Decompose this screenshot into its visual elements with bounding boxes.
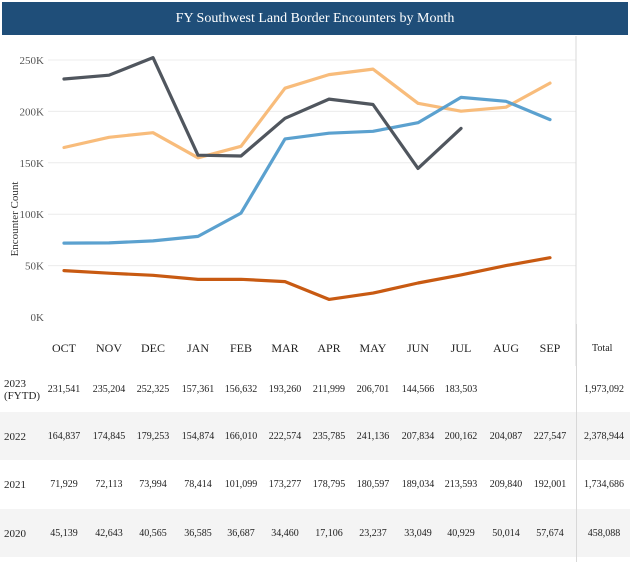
row-label: 2021 [4, 479, 26, 491]
table-cell: 178,795 [312, 479, 346, 490]
series-line-2020 [62, 256, 552, 301]
table-cell: 17,106 [315, 528, 343, 539]
x-tick-label: APR [317, 341, 340, 355]
table-cell: 235,785 [312, 431, 346, 442]
y-axis-label: Encounter Count [9, 182, 21, 257]
table-cell: 173,277 [268, 479, 302, 490]
row-label-line: 2021 [4, 479, 26, 491]
table-cell: 36,687 [227, 528, 255, 539]
y-tick-label: 50K [25, 261, 44, 273]
x-tick-labels: OCT NOV DEC JAN FEB MAR APR MAY JUN JUL AUG SEP [52, 341, 561, 355]
x-tick-label: NOV [96, 341, 122, 355]
table-cell: 192,001 [533, 479, 567, 490]
table-cell: 174,845 [92, 431, 126, 442]
total-column-divider [576, 324, 577, 562]
table-cell: 235,204 [92, 384, 126, 395]
row-label: 2020 [4, 528, 26, 540]
table-cell: 78,414 [184, 479, 212, 490]
row-band [0, 412, 630, 460]
table-cell: 34,460 [271, 528, 299, 539]
table-cell: 193,260 [268, 384, 302, 395]
x-tick-label: OCT [52, 341, 77, 355]
row-label: 2023 (FYTD) [4, 378, 40, 402]
series-lines [62, 56, 552, 301]
x-tick-label: JUN [407, 341, 429, 355]
series-line-2021 [62, 95, 552, 245]
total-column-header: Total [592, 343, 613, 354]
table-cell: 241,136 [356, 431, 390, 442]
x-tick-label: AUG [493, 341, 519, 355]
row-label-line: 2023 [4, 378, 26, 390]
gridlines [48, 36, 577, 366]
table-cell: 50,014 [492, 528, 520, 539]
table-cell: 72,113 [95, 479, 123, 490]
table-cell: 204,087 [489, 431, 523, 442]
x-tick-label: FEB [230, 341, 252, 355]
row-total: 458,088 [587, 528, 621, 539]
table-cell: 222,574 [268, 431, 302, 442]
table-cell: 179,253 [136, 431, 170, 442]
x-tick-label: DEC [141, 341, 165, 355]
chart-title: FY Southwest Land Border Encounters by M… [2, 2, 628, 35]
y-tick-label: 250K [20, 55, 45, 67]
y-tick-label: 200K [20, 106, 45, 118]
row-total: 1,734,686 [584, 479, 624, 490]
row-label-line: 2020 [4, 528, 26, 540]
row-label-line: (FYTD) [4, 390, 41, 402]
table-cell: 252,325 [136, 384, 170, 395]
series-line-2023 [62, 56, 463, 170]
y-tick-labels: 0K 50K 100K 150K 200K 250K [20, 55, 45, 324]
y-tick-label: 0K [31, 312, 45, 324]
table-cell: 40,929 [447, 528, 475, 539]
table-cell: 183,503 [444, 384, 478, 395]
row-label-line: 2022 [4, 431, 26, 443]
table-cell: 164,837 [47, 431, 81, 442]
row-band [0, 509, 630, 557]
table-cell: 57,674 [536, 528, 564, 539]
table-cell: 36,585 [184, 528, 212, 539]
table-cell: 213,593 [444, 479, 478, 490]
y-tick-label: 150K [20, 158, 45, 170]
table-cell: 209,840 [489, 479, 523, 490]
line-chart: 0K 50K 100K 150K 200K 250K Encounter Count OC… [9, 36, 577, 366]
table-cell: 144,566 [401, 384, 435, 395]
table-cell: 154,874 [181, 431, 215, 442]
row-total: 2,378,944 [584, 431, 624, 442]
table-cell: 101,099 [224, 479, 258, 490]
table-cell: 211,999 [312, 384, 346, 395]
table-cell: 189,034 [401, 479, 435, 490]
table-cell: 231,541 [47, 384, 81, 395]
row-total: 1,973,092 [584, 384, 624, 395]
x-tick-label: JAN [187, 341, 209, 355]
table-cell: 227,547 [533, 431, 567, 442]
table-cell: 157,361 [181, 384, 215, 395]
x-tick-label: SEP [540, 341, 561, 355]
table-cell: 73,994 [139, 479, 167, 490]
y-tick-label: 100K [20, 209, 45, 221]
table-cell: 166,010 [224, 431, 258, 442]
table-cell: 23,237 [359, 528, 387, 539]
table-cell: 207,834 [401, 431, 435, 442]
table-cell: 42,643 [95, 528, 123, 539]
row-label: 2022 [4, 431, 26, 443]
table-cell: 206,701 [356, 384, 390, 395]
table-cell: 40,565 [139, 528, 167, 539]
table-cell: 45,139 [50, 528, 78, 539]
table-cell: 180,597 [356, 479, 390, 490]
series-line-2022 [62, 67, 552, 160]
x-tick-label: MAR [271, 341, 298, 355]
table-cell: 71,929 [50, 479, 78, 490]
x-tick-label: MAY [360, 341, 387, 355]
table-cell: 33,049 [404, 528, 432, 539]
table-cell: 156,632 [224, 384, 258, 395]
x-tick-label: JUL [451, 341, 472, 355]
table-cell: 200,162 [444, 431, 478, 442]
